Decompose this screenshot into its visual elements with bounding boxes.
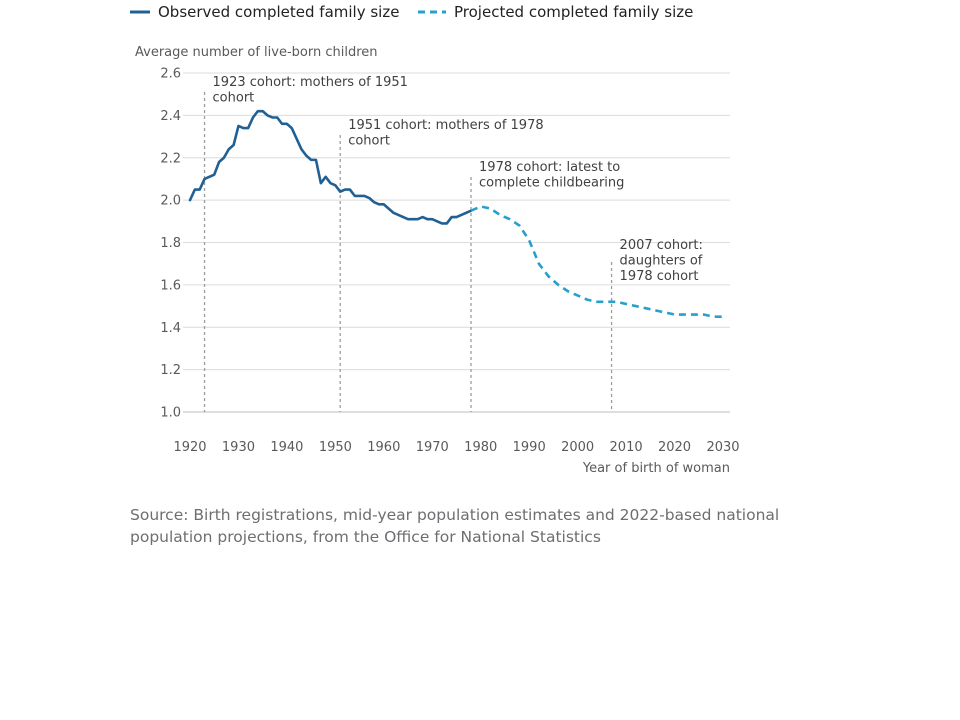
- annotation-label: cohort: [348, 134, 390, 149]
- x-tick-label: 1960: [367, 440, 400, 455]
- x-tick-label: 1930: [222, 440, 255, 455]
- legend-label-projected: Projected completed family size: [454, 3, 693, 21]
- y-axis-ticks: 1.0 1.2 1.4 1.6 1.8 2.0 2.2 2.4 2.6: [160, 67, 181, 421]
- y-tick-label: 2.6: [160, 67, 181, 82]
- annotation-label: 1978 cohort: [620, 269, 699, 284]
- x-axis-ticks: 1920 1930 1940 1950 1960 1970 1980 1990 2000 2010…: [173, 440, 739, 455]
- y-tick-label: 1.2: [160, 363, 181, 378]
- y-tick-label: 1.6: [160, 278, 181, 293]
- annotation-label: 1951 cohort: mothers of 1978: [348, 118, 543, 133]
- annotation-label: 1923 cohort: mothers of 1951: [213, 75, 408, 90]
- x-tick-label: 1950: [319, 440, 352, 455]
- series-lines: [188, 109, 724, 318]
- annotation-label: 2007 cohort:: [620, 238, 703, 253]
- annotation-label: 1978 cohort: latest to: [479, 160, 620, 175]
- chart-legend: Observed completed family size Projected…: [130, 3, 693, 21]
- annotation-label: complete childbearing: [479, 176, 624, 191]
- x-tick-label: 1980: [464, 440, 497, 455]
- y-tick-label: 2.0: [160, 194, 181, 209]
- y-tick-label: 1.0: [160, 406, 181, 421]
- y-axis-title: Average number of live-born children: [135, 45, 378, 60]
- x-tick-label: 1920: [173, 440, 206, 455]
- x-tick-label: 1970: [416, 440, 449, 455]
- x-tick-label: 2000: [561, 440, 594, 455]
- x-axis-title: Year of birth of woman: [582, 461, 730, 476]
- annotation-lines: [203, 92, 613, 412]
- x-tick-label: 1990: [513, 440, 546, 455]
- x-tick-label: 1940: [270, 440, 303, 455]
- y-tick-label: 2.4: [160, 109, 181, 124]
- source-note: Source: Birth registrations, mid-year po…: [130, 506, 780, 546]
- y-tick-label: 1.4: [160, 321, 181, 336]
- x-tick-label: 2010: [610, 440, 643, 455]
- family-size-chart: Observed completed family size Projected…: [130, 3, 740, 476]
- legend-label-observed: Observed completed family size: [158, 3, 399, 21]
- gridlines: [183, 72, 730, 413]
- y-tick-label: 2.2: [160, 151, 181, 166]
- x-tick-label: 2030: [706, 440, 739, 455]
- annotation-label: cohort: [213, 91, 255, 106]
- y-tick-label: 1.8: [160, 236, 181, 251]
- annotation-label: daughters of: [620, 254, 703, 269]
- x-tick-label: 2020: [658, 440, 691, 455]
